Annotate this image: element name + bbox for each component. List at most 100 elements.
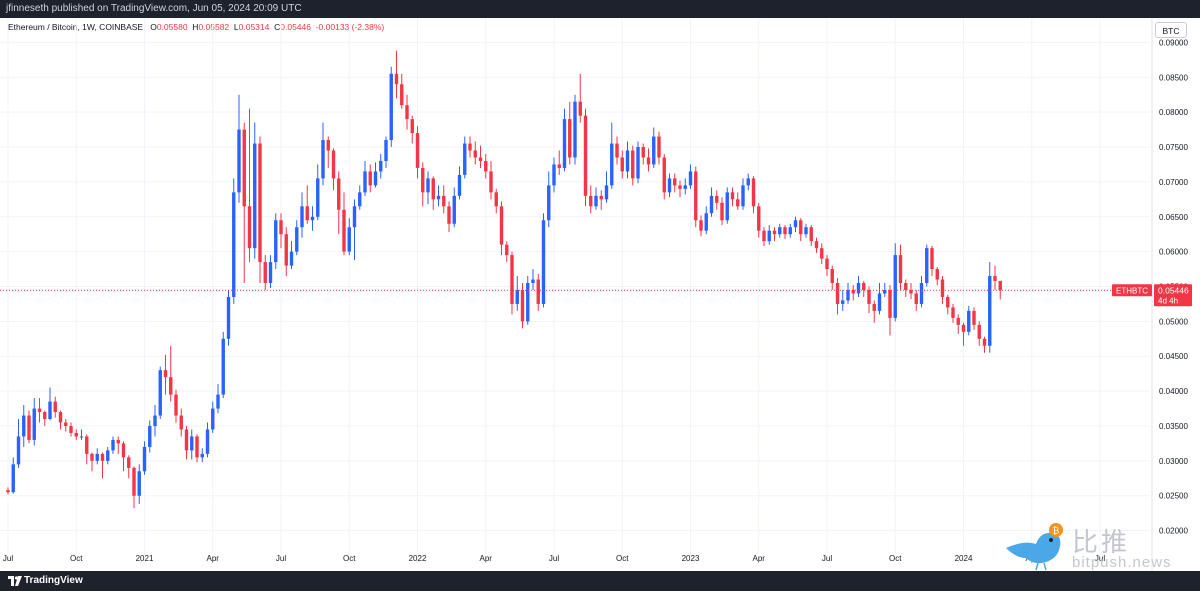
- time-axis[interactable]: Jul Oct 2021 Apr Jul Oct 2022 Apr Jul Oct 2023 Apr J…: [3, 554, 1105, 563]
- candle-body: [646, 157, 651, 165]
- candle-body: [342, 209, 346, 252]
- x-tick-label: Apr: [207, 554, 220, 563]
- candle-body: [604, 185, 609, 200]
- candle-body: [615, 143, 619, 158]
- x-tick-label: Oct: [616, 554, 629, 563]
- candle-body: [352, 206, 357, 228]
- candle-body: [972, 310, 976, 325]
- y-tick-label: 0.06500: [1159, 213, 1188, 222]
- price-chart[interactable]: 0.09000 0.08500 0.08000 0.07500 0.07000 0.065…: [0, 18, 1200, 571]
- low-label: L: [233, 22, 239, 32]
- candle-body: [326, 140, 330, 151]
- candle-body: [888, 289, 892, 318]
- candle-body: [153, 415, 157, 426]
- candle-body: [898, 255, 903, 284]
- candle-body: [783, 227, 787, 235]
- publish-header: jfinneseth published on TradingView.com,…: [0, 0, 1200, 18]
- candle-body: [436, 195, 441, 200]
- candle-body: [982, 338, 987, 346]
- candle-body: [573, 101, 577, 158]
- candle-body: [473, 150, 477, 158]
- candle-body: [935, 269, 939, 280]
- candle-body: [620, 157, 624, 172]
- candle-body: [919, 283, 924, 304]
- candle-body: [211, 408, 215, 430]
- candle-body: [678, 185, 682, 189]
- candle-body: [274, 220, 278, 263]
- candle-body: [284, 234, 288, 266]
- candle-body: [830, 269, 834, 284]
- y-tick-label: 0.03500: [1159, 422, 1188, 431]
- candle-body: [379, 160, 383, 172]
- candle-body: [778, 227, 782, 235]
- candle-body: [300, 206, 304, 228]
- candle-body: [893, 255, 897, 318]
- candle-body: [263, 262, 267, 284]
- candle-body: [237, 129, 241, 193]
- candle-body: [694, 171, 698, 221]
- x-tick-label: 2021: [136, 554, 154, 563]
- low-value: 0.05314: [238, 22, 270, 32]
- candle-body: [688, 171, 693, 186]
- candle-body: [814, 241, 819, 249]
- candle-body: [715, 195, 719, 203]
- watermark-cn: 比推: [1072, 528, 1131, 558]
- watermark-bird-icon: ₿: [1006, 523, 1063, 571]
- x-tick-label: Oct: [343, 554, 356, 563]
- candle-body: [820, 248, 824, 259]
- candle-body: [662, 157, 666, 193]
- candle-body: [741, 185, 745, 207]
- candle-body: [725, 192, 729, 221]
- candle-body: [610, 143, 614, 186]
- candle-body: [310, 216, 315, 221]
- candle-body: [946, 296, 950, 308]
- candle-body: [631, 150, 635, 179]
- candle-body: [163, 370, 168, 378]
- close-value: 0.05446: [280, 22, 311, 32]
- x-tick-label: Jul: [1095, 554, 1105, 563]
- currency-button[interactable]: BTC: [1155, 22, 1187, 38]
- candle-body: [751, 178, 756, 207]
- candle-body: [515, 289, 519, 304]
- tradingview-logo-icon[interactable]: [8, 576, 22, 586]
- candle-body: [457, 174, 462, 196]
- candle-body: [961, 324, 966, 332]
- candle-body: [79, 436, 84, 438]
- candle-body: [132, 467, 136, 496]
- candle-body: [384, 140, 388, 161]
- footer-bar: TradingView: [0, 571, 1200, 591]
- tradingview-brand[interactable]: TradingView: [24, 575, 83, 586]
- candle-body: [746, 178, 750, 186]
- candle-body: [872, 303, 876, 311]
- x-tick-label: Jul: [3, 554, 13, 563]
- candle-body: [673, 178, 677, 186]
- candle-body: [505, 244, 509, 256]
- x-tick-label: Jul: [276, 554, 286, 563]
- candle-body: [877, 293, 882, 311]
- candle-body: [909, 289, 913, 294]
- candle-body: [116, 439, 120, 444]
- candle-body: [536, 279, 540, 304]
- candle-body: [358, 192, 362, 207]
- price-axis[interactable]: 0.09000 0.08500 0.08000 0.07500 0.07000 0.065…: [1159, 38, 1188, 535]
- candle-body: [247, 206, 252, 249]
- candle-body: [788, 227, 792, 235]
- candle-body: [268, 262, 273, 284]
- candle-body: [589, 195, 593, 207]
- candle-body: [389, 73, 393, 141]
- watermark-en: bitpush.news: [1072, 554, 1172, 571]
- candle-body: [699, 220, 703, 231]
- candle-body: [431, 178, 435, 200]
- candle-body: [111, 439, 115, 451]
- price-tag: ETHBTC 0.05446 4d 4h: [1112, 284, 1192, 307]
- candle-body: [594, 195, 598, 207]
- candle-body: [499, 206, 504, 245]
- candle-body: [799, 220, 803, 235]
- candle-body: [641, 147, 645, 158]
- candle-body: [6, 490, 10, 493]
- candle-body: [158, 370, 162, 416]
- candle-body: [37, 408, 42, 413]
- candle-body: [736, 199, 740, 207]
- candle-body: [683, 185, 687, 189]
- candle-body: [106, 450, 110, 461]
